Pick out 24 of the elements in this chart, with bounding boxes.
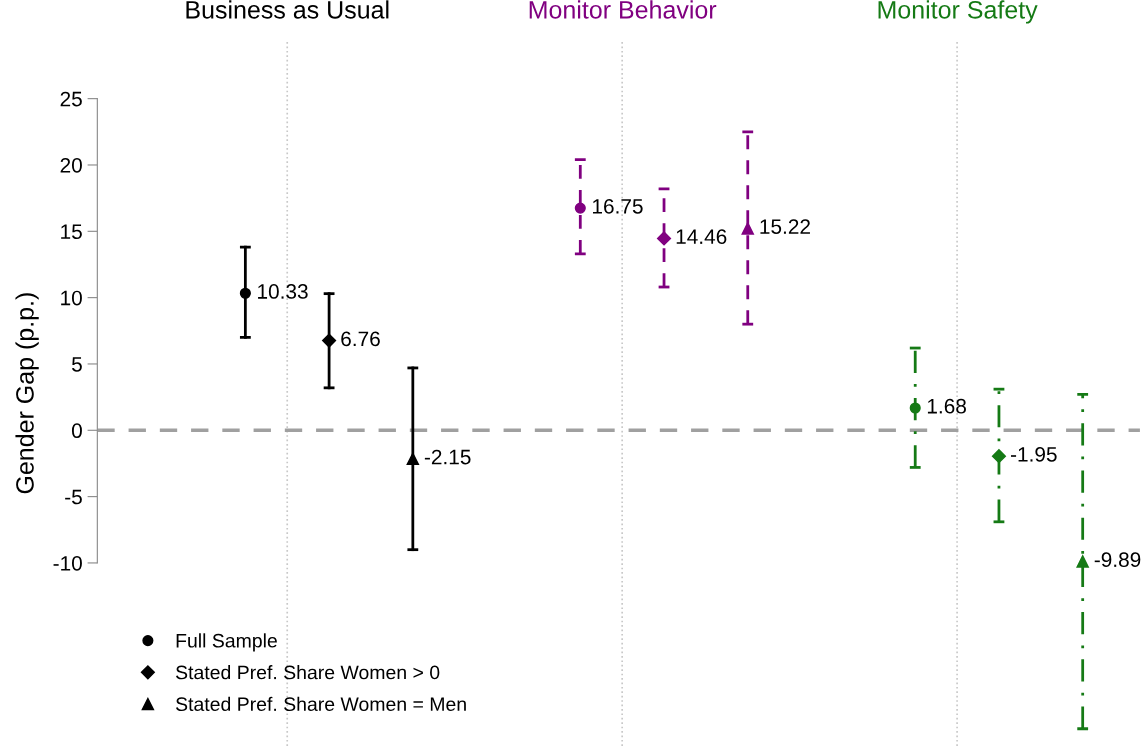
- y-tick-label: 20: [60, 157, 82, 173]
- data-label: -1.95: [1010, 446, 1057, 462]
- data-label: 15.22: [760, 219, 810, 234]
- y-tick-label: 25: [60, 91, 82, 107]
- legend-label: Stated Pref. Share Women > 0: [175, 665, 440, 680]
- data-label: 1.68: [927, 398, 966, 414]
- x-tick-label: Monitor Behavior: [529, 0, 717, 19]
- legend-label: Full Sample: [176, 633, 277, 652]
- y-axis-title: Gender Gap (p.p.): [15, 293, 39, 494]
- y-tick-label: 10: [61, 290, 82, 306]
- data-label: 10.33: [258, 284, 308, 299]
- legend-label: Stated Pref. Share Women = Men: [175, 696, 466, 712]
- y-tick-label: 15: [61, 224, 82, 240]
- x-tick-label: Monitor Safety: [878, 0, 1038, 24]
- x-tick-label: Business as Usual: [186, 0, 389, 19]
- data-label: -9.89: [1094, 552, 1141, 568]
- data-label: 6.76: [341, 331, 380, 347]
- y-tick-label: 5: [71, 357, 82, 372]
- y-tick-label: 0: [71, 423, 82, 439]
- data-label: 14.46: [676, 229, 727, 245]
- y-tick-label: -5: [65, 489, 82, 505]
- y-tick-label: -10: [53, 555, 82, 571]
- data-label: -2.15: [424, 449, 471, 465]
- data-label: 16.75: [592, 198, 643, 214]
